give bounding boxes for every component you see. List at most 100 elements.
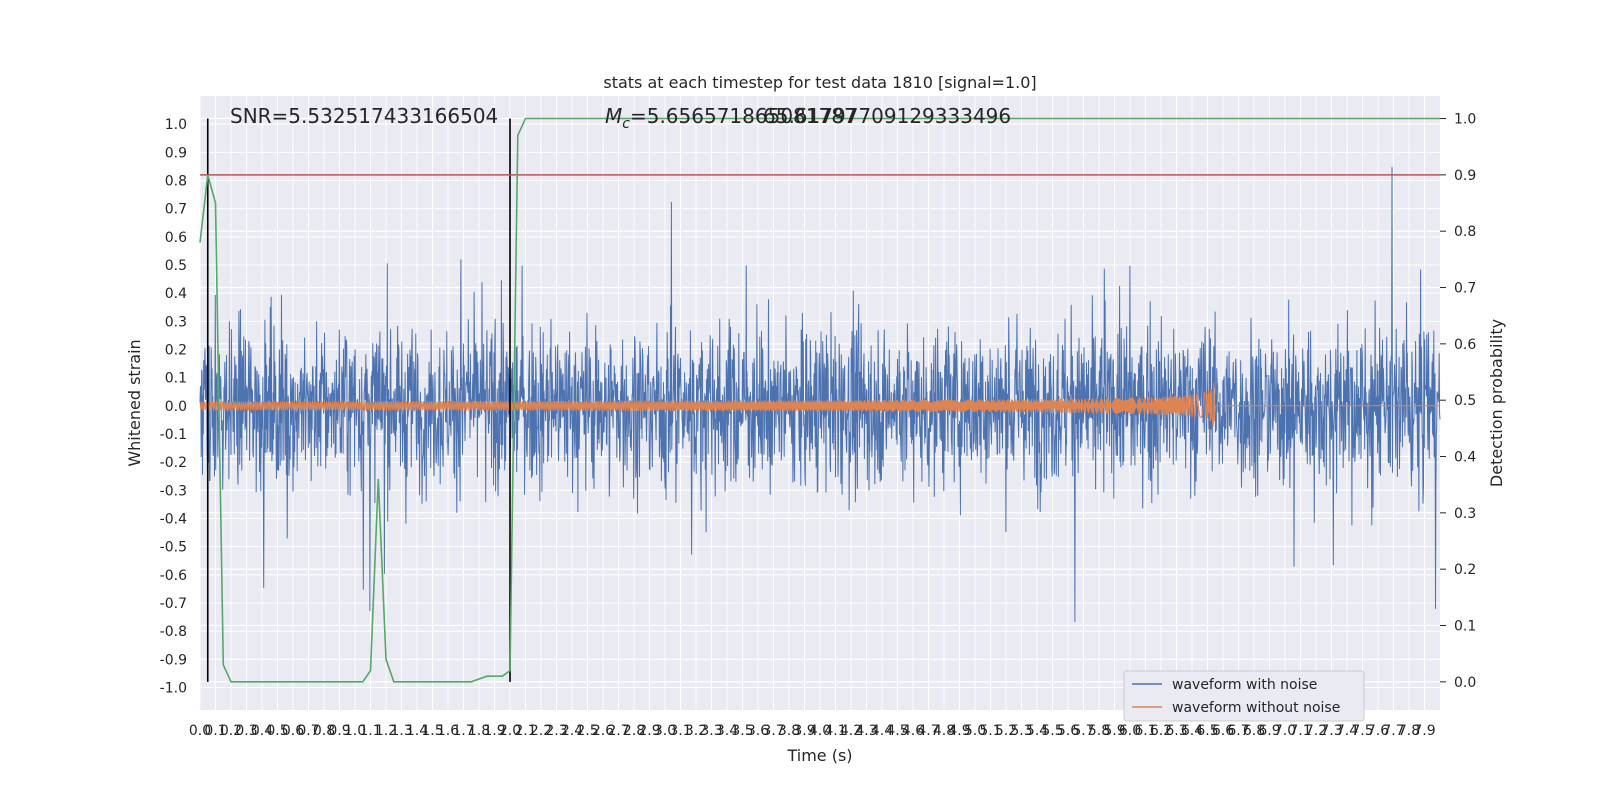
x-tick-label: 2.8 (623, 723, 645, 739)
y-tick-label: 1.0 (165, 117, 187, 133)
x-axis-label: Time (s) (786, 746, 852, 765)
y-tick-label: 0.8 (165, 173, 187, 189)
x-tick-label: 1.1 (359, 723, 381, 739)
x-tick-label: 3.3 (700, 723, 722, 739)
x-tick-label: 6.7 (1227, 723, 1249, 739)
y2-tick-label: 0.6 (1454, 337, 1476, 353)
x-tick-label: 4.9 (948, 723, 970, 739)
y2-tick-label: 0.4 (1454, 450, 1476, 466)
snr-annotation: SNR=5.532517433166504 (230, 104, 498, 128)
x-tick-label: 0.8 (313, 723, 335, 739)
x-tick-label: 6.0 (1119, 723, 1141, 739)
mc-subscript: c (622, 116, 630, 132)
x-axis-ticks: 0.00.10.20.30.40.50.60.70.80.91.01.11.21… (189, 723, 1436, 739)
x-tick-label: 0.5 (266, 723, 288, 739)
x-tick-label: 6.2 (1150, 723, 1172, 739)
y-tick-label: -0.4 (160, 511, 187, 527)
x-tick-label: 0.0 (189, 723, 211, 739)
y-tick-label: -0.9 (160, 652, 187, 668)
y-tick-label: -0.6 (160, 568, 187, 584)
x-tick-label: 0.3 (235, 723, 257, 739)
x-tick-label: 0.2 (220, 723, 242, 739)
x-tick-label: 7.5 (1351, 723, 1373, 739)
y2-tick-label: 0.9 (1454, 168, 1476, 184)
x-tick-label: 3.5 (731, 723, 753, 739)
chart-title: stats at each timestep for test data 181… (603, 73, 1036, 92)
x-tick-label: 4.8 (933, 723, 955, 739)
x-tick-label: 5.8 (1088, 723, 1110, 739)
x-tick-label: 3.7 (762, 723, 784, 739)
mc-value: =5.656571865081787 (630, 104, 857, 128)
y-tick-label: 0.1 (165, 371, 187, 387)
y-tick-label: -0.2 (160, 455, 187, 471)
x-tick-label: 5.0 (964, 723, 986, 739)
x-tick-label: 3.4 (716, 723, 738, 739)
y-tick-label: 0.7 (165, 202, 187, 218)
x-tick-label: 5.6 (1057, 723, 1079, 739)
x-tick-label: 3.1 (669, 723, 691, 739)
x-tick-label: 4.7 (917, 723, 939, 739)
mc-overlap-annotation: 65.61797709129333496 (763, 104, 1011, 128)
y-tick-label: 0.3 (165, 314, 187, 330)
x-tick-label: 7.9 (1413, 723, 1435, 739)
x-tick-label: 0.6 (282, 723, 304, 739)
x-tick-label: 1.5 (421, 723, 443, 739)
x-tick-label: 7.3 (1320, 723, 1342, 739)
y2-tick-label: 0.5 (1454, 393, 1476, 409)
x-tick-label: 2.1 (514, 723, 536, 739)
x-tick-label: 2.9 (638, 723, 660, 739)
x-tick-label: 1.9 (483, 723, 505, 739)
series-detection-probability (199, 117, 1441, 683)
x-tick-label: 5.4 (1026, 723, 1048, 739)
x-tick-label: 3.2 (685, 723, 707, 739)
x-tick-label: 7.4 (1336, 723, 1358, 739)
legend-box (1123, 670, 1365, 722)
vertical-markers (206, 118, 511, 682)
y2-axis-label: Detection probability (1487, 319, 1506, 487)
x-tick-label: 7.0 (1274, 723, 1296, 739)
y-axis-label: Whitened strain (125, 339, 144, 466)
y-tick-label: -0.1 (160, 427, 187, 443)
y2-tick-label: 0.7 (1454, 281, 1476, 297)
x-tick-label: 1.6 (437, 723, 459, 739)
x-tick-label: 2.2 (530, 723, 552, 739)
y-axis-ticks: 1.0 0.9 0.8 0.7 0.6 0.5 0.4 0.3 0.2 0.1 0.0 -0.1 -0.… (160, 117, 187, 696)
x-tick-label: 6.8 (1243, 723, 1265, 739)
x-tick-label: 7.1 (1289, 723, 1311, 739)
x-tick-label: 4.1 (824, 723, 846, 739)
y2-axis-ticks: 1.0 0.9 0.8 0.7 0.6 0.5 0.4 0.3 0.2 0.1 0.0 (1440, 112, 1476, 691)
x-tick-label: 3.9 (793, 723, 815, 739)
x-tick-label: 3.8 (778, 723, 800, 739)
x-tick-label: 5.3 (1010, 723, 1032, 739)
x-tick-label: 4.2 (840, 723, 862, 739)
x-tick-label: 1.4 (406, 723, 428, 739)
legend: waveform with noise waveform without noi… (1123, 670, 1365, 722)
x-tick-label: 1.3 (390, 723, 412, 739)
x-tick-label: 6.1 (1134, 723, 1156, 739)
x-tick-label: 6.4 (1181, 723, 1203, 739)
x-tick-label: 2.7 (607, 723, 629, 739)
y-tick-label: 0.0 (165, 399, 187, 415)
x-tick-label: 0.4 (251, 723, 273, 739)
x-tick-label: 4.5 (886, 723, 908, 739)
y2-tick-label: 0.1 (1454, 619, 1476, 635)
y-tick-label: -0.3 (160, 483, 187, 499)
y2-tick-label: 0.8 (1454, 224, 1476, 240)
x-tick-label: 1.2 (375, 723, 397, 739)
x-tick-label: 7.2 (1305, 723, 1327, 739)
x-tick-label: 7.7 (1382, 723, 1404, 739)
legend-label-noise: waveform with noise (1172, 677, 1317, 693)
y-tick-label: -0.8 (160, 624, 187, 640)
y-tick-label: -0.7 (160, 596, 187, 612)
mc-annotation: Mc=5.656571865081787 (605, 104, 857, 132)
y-tick-label: -1.0 (160, 680, 187, 696)
x-tick-label: 0.7 (297, 723, 319, 739)
x-tick-label: 5.5 (1041, 723, 1063, 739)
clean-line (199, 382, 1440, 427)
x-tick-label: 4.4 (871, 723, 893, 739)
y2-tick-label: 0.3 (1454, 506, 1476, 522)
legend-label-clean: waveform without noise (1172, 700, 1340, 716)
probability-line (199, 117, 1440, 683)
x-tick-label: 0.9 (328, 723, 350, 739)
x-tick-label: 5.9 (1103, 723, 1125, 739)
